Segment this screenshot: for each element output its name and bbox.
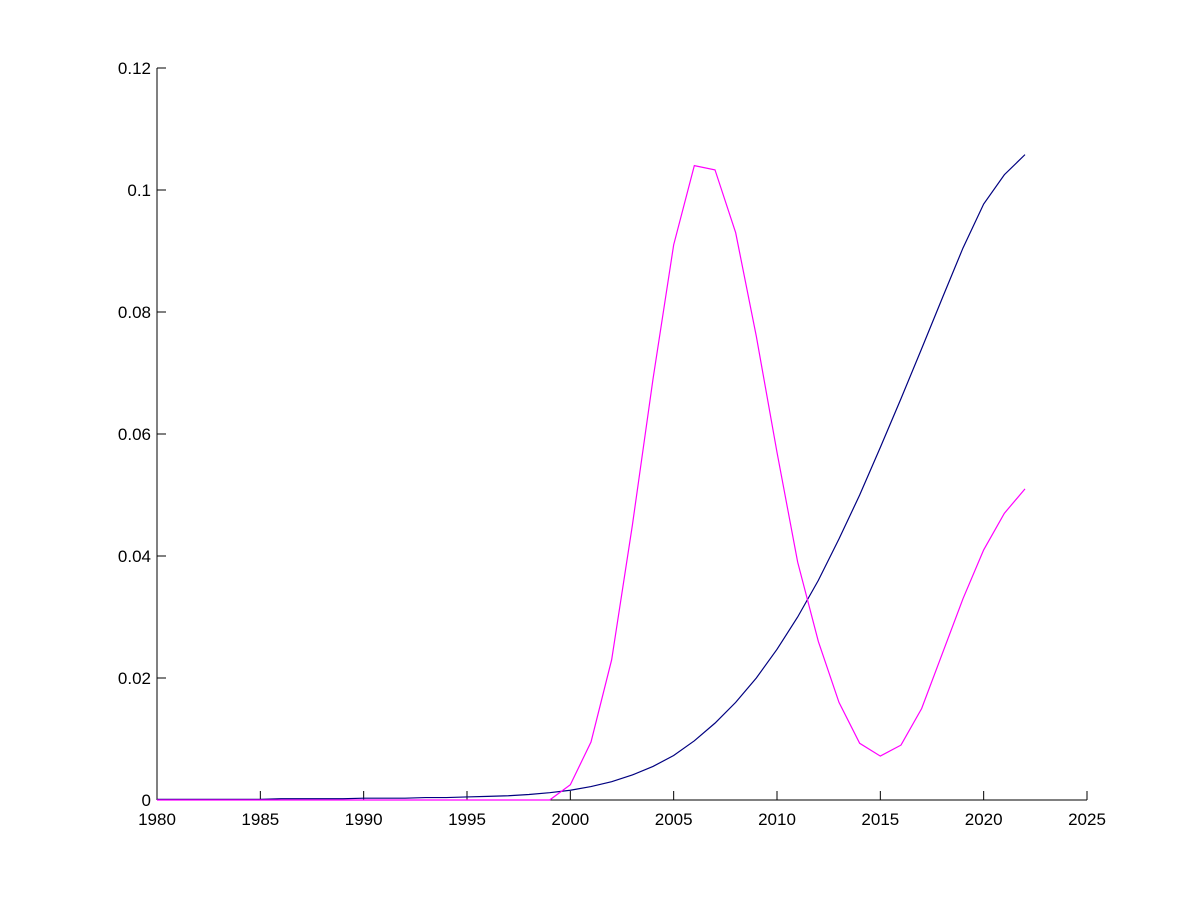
y-tick-label: 0.08 bbox=[118, 303, 151, 322]
y-tick-label: 0 bbox=[142, 791, 151, 810]
x-tick-label: 2010 bbox=[758, 810, 796, 829]
x-tick-label: 2000 bbox=[551, 810, 589, 829]
y-tick-label: 0.04 bbox=[118, 547, 151, 566]
y-tick-label: 0.06 bbox=[118, 425, 151, 444]
x-tick-label: 2025 bbox=[1068, 810, 1106, 829]
x-tick-label: 2015 bbox=[861, 810, 899, 829]
x-tick-label: 1990 bbox=[345, 810, 383, 829]
y-tick-label: 0.02 bbox=[118, 669, 151, 688]
x-tick-label: 1985 bbox=[241, 810, 279, 829]
line-series bbox=[157, 164, 1026, 801]
x-tick-label: 2020 bbox=[965, 810, 1003, 829]
y-tick-label: 0.12 bbox=[118, 59, 151, 78]
y-tick-label: 0.1 bbox=[127, 181, 151, 200]
line-series bbox=[157, 154, 1026, 800]
x-tick-label: 2005 bbox=[655, 810, 693, 829]
x-tick-label: 1995 bbox=[448, 810, 486, 829]
x-tick-label: 1980 bbox=[138, 810, 176, 829]
